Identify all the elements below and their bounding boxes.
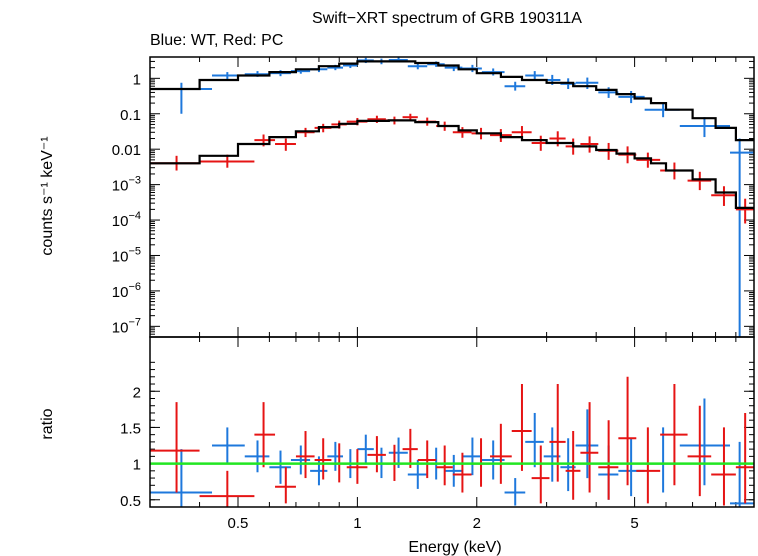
ratio-point-pc	[711, 427, 736, 506]
spectrum-point-pc	[452, 127, 472, 138]
ratio-y-axis-title: ratio	[39, 408, 56, 439]
spectrum-point-wt	[150, 82, 213, 114]
chart-subtitle: Blue: WT, Red: PC	[150, 32, 283, 49]
ratio-point-pc	[735, 412, 754, 504]
ratio-point-pc	[199, 470, 255, 507]
ratio-point-pc	[598, 420, 619, 500]
spectrum-point-pc	[275, 138, 296, 151]
spectrum-point-wt	[618, 90, 645, 104]
x-tick-label: 0.5	[228, 515, 249, 532]
y-tick-label: 10−5	[112, 245, 141, 265]
y-tick-label: 2	[133, 384, 141, 401]
ratio-point-pc	[618, 376, 637, 486]
ratio-point-wt	[269, 450, 291, 484]
ratio-series-wt	[150, 398, 754, 507]
model-line-wt	[150, 60, 754, 142]
ratio-point-pc	[314, 438, 332, 480]
ratio-point-pc	[402, 428, 418, 468]
ratio-point-pc	[295, 431, 315, 479]
spectrum-point-wt	[504, 81, 526, 91]
chart-title: Swift−XRT spectrum of GRB 190311A	[312, 10, 582, 27]
ratio-point-wt	[462, 437, 482, 476]
x-tick-label: 5	[630, 515, 638, 532]
spectrum-point-wt	[481, 68, 505, 76]
spectrum-point-pc	[735, 198, 754, 224]
ratio-point-wt	[730, 441, 754, 507]
ratio-point-pc	[636, 427, 661, 504]
ratio-point-wt	[618, 438, 645, 497]
ratio-point-pc	[150, 402, 200, 493]
ratio-point-wt	[150, 449, 213, 507]
spectrum-series-wt	[150, 57, 754, 337]
spectrum-point-pc	[711, 186, 736, 206]
x-axis-title: Energy (keV)	[408, 539, 501, 556]
ratio-point-wt	[444, 454, 463, 487]
model-line-pc	[150, 119, 754, 209]
spectrum-point-pc	[598, 142, 619, 160]
spectrum-series-pc	[150, 113, 754, 224]
x-tick-label: 2	[473, 515, 481, 532]
ratio-point-pc	[549, 384, 566, 482]
ratio-point-pc	[490, 423, 512, 484]
x-tick-label: 1	[353, 515, 361, 532]
y-tick-label: 0.5	[120, 493, 141, 510]
y-tick-label: 10−7	[112, 316, 141, 336]
ratio-point-wt	[290, 445, 311, 475]
y-tick-label: 10−4	[112, 210, 141, 230]
ratio-point-pc	[346, 449, 368, 484]
y-tick-label: 10−6	[112, 281, 141, 301]
spectrum-point-pc	[295, 127, 315, 138]
ratio-point-wt	[504, 478, 526, 506]
ratio-point-pc	[254, 402, 276, 468]
ratio-point-wt	[327, 441, 344, 471]
spectrum-point-pc	[636, 152, 661, 168]
y-tick-label: 1.5	[120, 420, 141, 437]
spectrum-frame	[149, 56, 755, 338]
ratio-point-pc	[275, 467, 296, 504]
ratio-point-pc	[580, 402, 599, 493]
ratio-point-pc	[452, 452, 472, 493]
y-tick-label: 0.01	[112, 142, 141, 159]
ratio-frame	[149, 336, 755, 508]
spectrum-point-wt	[525, 71, 544, 80]
ratio-point-pc	[367, 436, 386, 473]
ratio-point-wt	[244, 440, 270, 473]
ratio-point-wt	[525, 412, 544, 468]
spectrum-point-pc	[580, 136, 599, 153]
spectrum-point-wt	[730, 138, 754, 337]
ratio-point-wt	[575, 409, 599, 479]
ratio-point-wt	[212, 427, 245, 464]
y-tick-label: 1	[133, 457, 141, 474]
ratio-panel: 0.5 1 1.5 2 0.5 1 2 5	[120, 336, 755, 532]
spectrum-panel: 1 0.1 0.01 10−3 10−4 10−5 10−6 10−7	[112, 56, 755, 338]
ratio-point-pc	[417, 440, 437, 479]
ratio-point-pc	[511, 384, 532, 471]
ratio-point-pc	[687, 405, 712, 497]
ratio-point-pc	[531, 445, 550, 504]
ratio-point-wt	[310, 456, 328, 486]
spectrum-point-pc	[687, 171, 712, 191]
y-tick-label: 1	[133, 71, 141, 88]
ratio-point-wt	[679, 398, 731, 486]
y-tick-label: 10−3	[112, 175, 141, 195]
ratio-point-wt	[357, 434, 374, 464]
ratio-point-pc	[565, 431, 581, 500]
ratio-point-pc	[660, 384, 688, 486]
ratio-series-pc	[150, 376, 754, 507]
spectrum-point-pc	[549, 131, 566, 147]
y-tick-label: 0.1	[120, 107, 141, 124]
spectrum-point-wt	[679, 117, 731, 138]
spectrum-y-axis-title: counts s⁻¹ keV⁻¹	[39, 136, 56, 255]
ratio-point-pc	[436, 445, 453, 486]
